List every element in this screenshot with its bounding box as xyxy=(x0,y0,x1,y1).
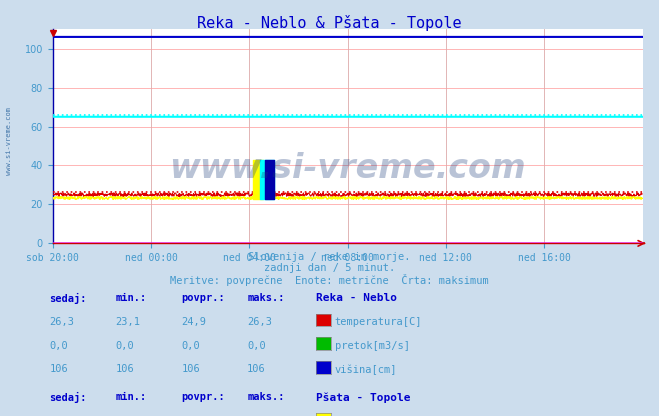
Text: min.:: min.: xyxy=(115,293,146,303)
Text: sedaj:: sedaj: xyxy=(49,392,87,404)
Text: Slovenija / reke in morje.: Slovenija / reke in morje. xyxy=(248,252,411,262)
Text: sedaj:: sedaj: xyxy=(49,293,87,305)
Text: Reka - Neblo & Pšata - Topole: Reka - Neblo & Pšata - Topole xyxy=(197,15,462,30)
Text: 106: 106 xyxy=(247,364,266,374)
Text: povpr.:: povpr.: xyxy=(181,392,225,402)
Text: 24,9: 24,9 xyxy=(181,317,206,327)
Text: Meritve: povprečne  Enote: metrične  Črta: maksimum: Meritve: povprečne Enote: metrične Črta:… xyxy=(170,274,489,286)
Text: zadnji dan / 5 minut.: zadnji dan / 5 minut. xyxy=(264,263,395,273)
Text: 106: 106 xyxy=(115,364,134,374)
Text: 0,0: 0,0 xyxy=(247,341,266,351)
Text: min.:: min.: xyxy=(115,392,146,402)
Text: 26,3: 26,3 xyxy=(247,317,272,327)
Text: maks.:: maks.: xyxy=(247,392,285,402)
Text: višina[cm]: višina[cm] xyxy=(335,364,397,375)
Text: www.si-vreme.com: www.si-vreme.com xyxy=(169,152,526,185)
Text: povpr.:: povpr.: xyxy=(181,293,225,303)
Text: temperatura[C]: temperatura[C] xyxy=(335,317,422,327)
Text: maks.:: maks.: xyxy=(247,293,285,303)
Text: 0,0: 0,0 xyxy=(181,341,200,351)
Text: www.si-vreme.com: www.si-vreme.com xyxy=(5,107,12,176)
Text: 23,1: 23,1 xyxy=(115,317,140,327)
Text: 0,0: 0,0 xyxy=(115,341,134,351)
Text: 106: 106 xyxy=(49,364,68,374)
Text: pretok[m3/s]: pretok[m3/s] xyxy=(335,341,410,351)
Text: Reka - Neblo: Reka - Neblo xyxy=(316,293,397,303)
Text: Pšata - Topole: Pšata - Topole xyxy=(316,392,411,403)
Text: 0,0: 0,0 xyxy=(49,341,68,351)
Text: 26,3: 26,3 xyxy=(49,317,74,327)
Text: 106: 106 xyxy=(181,364,200,374)
